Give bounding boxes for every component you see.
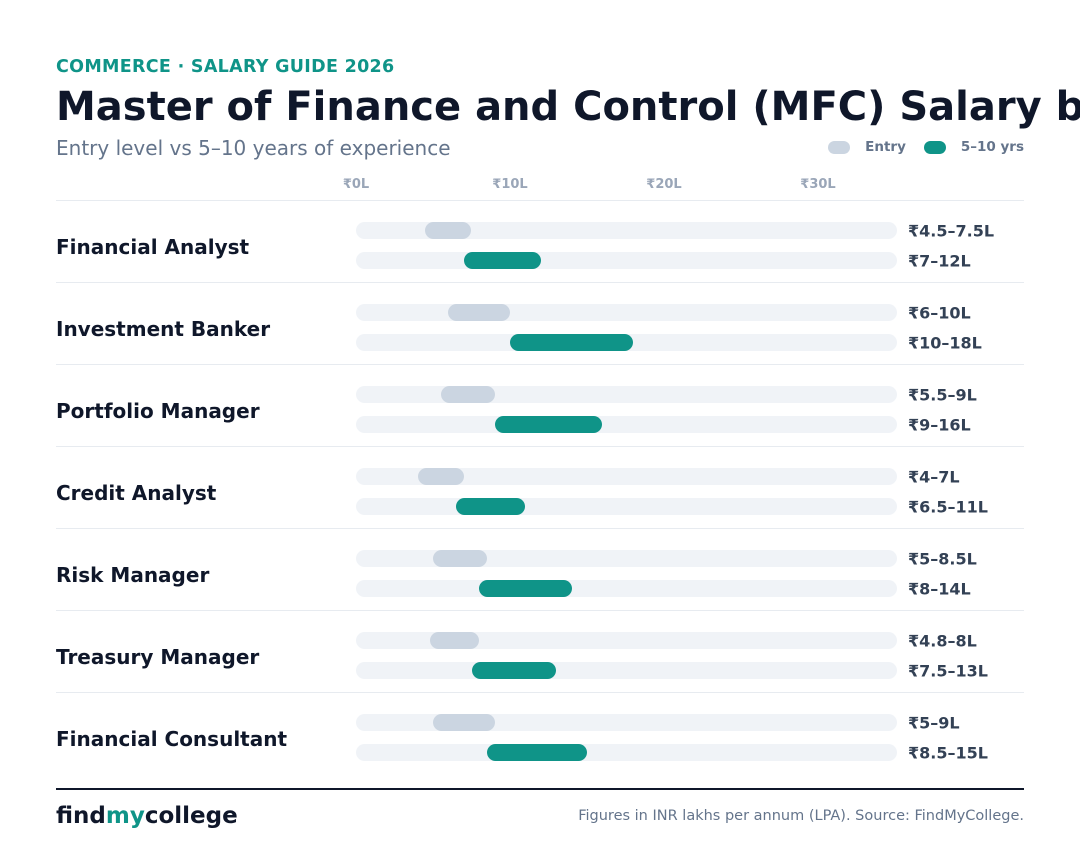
senior-range-bar xyxy=(463,252,541,269)
senior-track xyxy=(356,580,897,597)
senior-track xyxy=(356,744,897,761)
senior-range-label: ₹7.5–13L xyxy=(908,661,988,680)
senior-range-label: ₹8–14L xyxy=(908,579,971,598)
senior-range-label: ₹10–18L xyxy=(908,333,982,352)
entry-range-label: ₹4.5–7.5L xyxy=(908,221,995,240)
row-divider xyxy=(56,692,1024,693)
legend-entry-label: Entry xyxy=(865,139,906,155)
role-label: Financial Analyst xyxy=(56,235,250,259)
legend-entry-swatch xyxy=(828,140,851,154)
entry-range-label: ₹5.5–9L xyxy=(908,385,977,404)
page-subtitle: Entry level vs 5–10 years of experience xyxy=(56,136,451,160)
row-divider xyxy=(56,282,1024,283)
entry-range-bar xyxy=(429,632,480,649)
senior-range-bar xyxy=(510,334,634,351)
senior-range-label: ₹9–16L xyxy=(908,415,971,434)
source-note: Figures in INR lakhs per annum (LPA). So… xyxy=(578,808,1024,824)
x-tick-label: ₹30L xyxy=(800,177,836,192)
entry-track xyxy=(356,222,897,239)
entry-range-bar xyxy=(433,550,487,567)
footer-divider xyxy=(56,788,1024,790)
page-title: Master of Finance and Control (MFC) Sala… xyxy=(56,84,1080,130)
entry-range-bar xyxy=(417,468,464,485)
legend-senior-label: 5–10 yrs xyxy=(960,139,1024,155)
role-label: Financial Consultant xyxy=(56,727,288,751)
row-divider xyxy=(56,528,1024,529)
entry-range-label: ₹6–10L xyxy=(908,303,971,322)
entry-range-label: ₹4–7L xyxy=(908,467,960,486)
x-tick-label: ₹0L xyxy=(342,177,370,192)
entry-track xyxy=(356,468,897,485)
role-label: Investment Banker xyxy=(56,317,271,341)
entry-range-label: ₹5–8.5L xyxy=(908,549,977,568)
senior-track xyxy=(356,416,897,433)
role-label: Risk Manager xyxy=(56,563,210,587)
row-divider xyxy=(56,364,1024,365)
brand-logo: findmycollege xyxy=(56,803,238,829)
entry-track xyxy=(356,550,897,567)
senior-range-bar xyxy=(471,662,557,679)
entry-range-label: ₹4.8–8L xyxy=(908,631,977,650)
x-tick-label: ₹10L xyxy=(492,177,528,192)
entry-range-bar xyxy=(448,304,510,321)
role-label: Credit Analyst xyxy=(56,481,217,505)
kicker: COMMERCE · SALARY GUIDE 2026 xyxy=(56,57,395,77)
entry-range-bar xyxy=(440,386,495,403)
role-label: Treasury Manager xyxy=(56,645,260,669)
brand-my: my xyxy=(105,803,145,829)
entry-track xyxy=(356,386,897,403)
legend-senior-swatch xyxy=(923,140,946,154)
entry-range-bar xyxy=(433,714,495,731)
senior-range-label: ₹8.5–15L xyxy=(908,743,988,762)
entry-range-bar xyxy=(425,222,472,239)
row-divider xyxy=(56,610,1024,611)
legend: Entry 5–10 yrs xyxy=(828,139,1024,155)
entry-track xyxy=(356,632,897,649)
senior-range-bar xyxy=(486,744,587,761)
entry-range-label: ₹5–9L xyxy=(908,713,960,732)
senior-range-bar xyxy=(494,416,603,433)
brand-college: college xyxy=(144,803,238,829)
senior-range-label: ₹6.5–11L xyxy=(908,497,988,516)
senior-range-bar xyxy=(479,580,572,597)
role-label: Portfolio Manager xyxy=(56,399,260,423)
senior-range-label: ₹7–12L xyxy=(908,251,971,270)
brand-find: find xyxy=(56,803,106,829)
row-divider xyxy=(56,446,1024,447)
senior-track xyxy=(356,498,897,515)
senior-track xyxy=(356,662,897,679)
row-divider xyxy=(56,200,1024,201)
x-tick-label: ₹20L xyxy=(646,177,682,192)
senior-range-bar xyxy=(456,498,526,515)
senior-track xyxy=(356,252,897,269)
entry-track xyxy=(356,304,897,321)
